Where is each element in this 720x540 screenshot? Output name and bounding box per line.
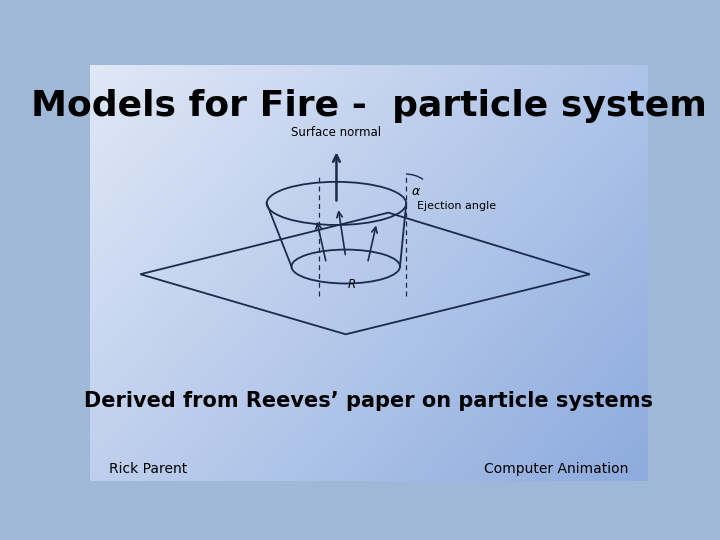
Text: Models for Fire -  particle system: Models for Fire - particle system	[31, 89, 707, 123]
Text: Ejection angle: Ejection angle	[417, 201, 496, 212]
Text: Derived from Reeves’ paper on particle systems: Derived from Reeves’ paper on particle s…	[84, 392, 654, 411]
Text: Computer Animation: Computer Animation	[485, 462, 629, 476]
Text: α: α	[412, 185, 420, 198]
Text: Rick Parent: Rick Parent	[109, 462, 188, 476]
Text: Surface normal: Surface normal	[292, 126, 382, 139]
Text: R: R	[348, 278, 356, 291]
